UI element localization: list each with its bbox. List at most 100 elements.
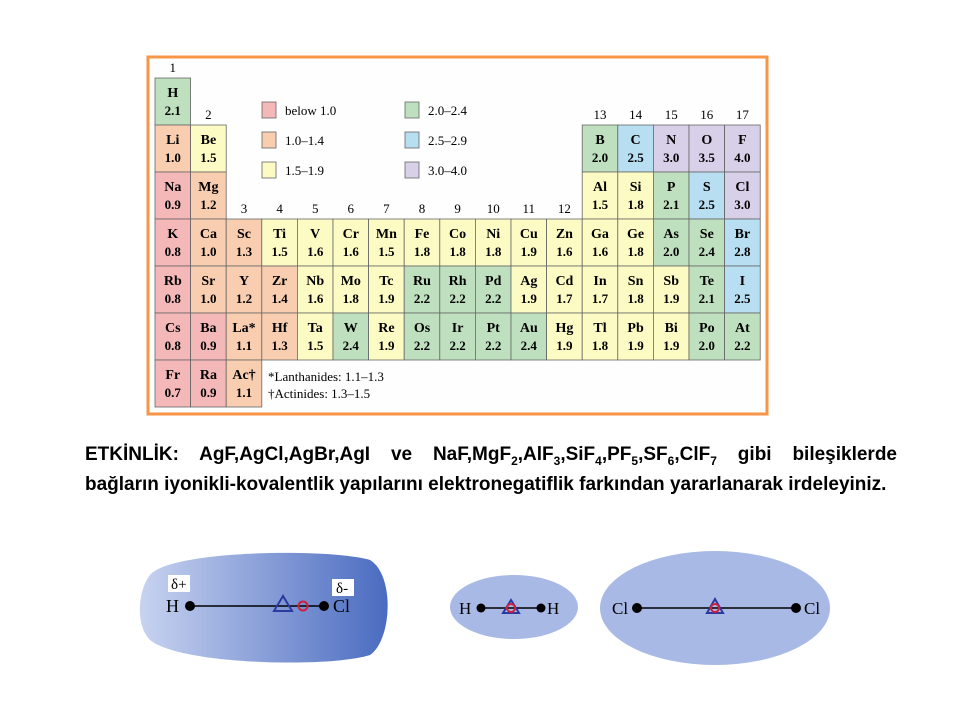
- element-symbol: Hf: [272, 321, 288, 336]
- element-symbol: Pt: [487, 321, 501, 336]
- label-box: [332, 579, 354, 596]
- group-label: 9: [454, 201, 461, 216]
- element-symbol: Sr: [201, 274, 215, 289]
- element-cell: [439, 218, 476, 267]
- element-symbol: Mo: [341, 274, 361, 289]
- element-value: 1.6: [307, 291, 324, 306]
- element-value: 1.8: [627, 244, 644, 259]
- legend-label: 1.5–1.9: [285, 163, 324, 178]
- element-value: 2.4: [699, 244, 716, 259]
- element-symbol: O: [701, 133, 712, 148]
- group-label: 6: [348, 201, 355, 216]
- element-value: 1.8: [343, 291, 360, 306]
- element-value: 2.2: [485, 291, 501, 306]
- element-cell: [688, 171, 725, 220]
- element-symbol: H: [167, 86, 178, 101]
- element-symbol: La*: [232, 321, 255, 336]
- atom-label: H: [459, 599, 471, 618]
- subscript: 3: [553, 453, 561, 468]
- diagram-h2: H H: [450, 575, 578, 639]
- element-cell: [724, 312, 761, 361]
- element-cell: [225, 359, 263, 408]
- element-value: 1.8: [449, 244, 466, 259]
- element-symbol: N: [666, 133, 676, 148]
- group-label: 17: [736, 107, 750, 122]
- legend-swatch: [261, 131, 277, 149]
- element-symbol: Nb: [306, 274, 324, 289]
- group-label: 11: [523, 201, 536, 216]
- nucleus: [632, 603, 642, 613]
- element-value: 0.8: [165, 338, 182, 353]
- element-symbol: Po: [699, 321, 715, 336]
- element-value: 0.7: [165, 385, 182, 400]
- element-cell: [190, 359, 227, 408]
- element-value: 2.4: [521, 338, 538, 353]
- element-cell: [190, 312, 227, 361]
- subscript: 5: [631, 453, 639, 468]
- element-value: 2.2: [414, 291, 430, 306]
- element-cell: [688, 265, 725, 314]
- element-cell: [474, 218, 512, 267]
- element-value: 1.8: [592, 338, 609, 353]
- element-cell: [154, 265, 191, 314]
- element-symbol: Br: [735, 227, 751, 242]
- element-value: 2.1: [663, 197, 679, 212]
- legend-label: 2.0–2.4: [428, 103, 468, 118]
- element-cell: [368, 218, 405, 267]
- element-cell: [617, 124, 654, 173]
- text: ,SF: [638, 444, 668, 465]
- element-symbol: Pd: [485, 274, 502, 289]
- element-value: 3.0: [734, 197, 750, 212]
- element-symbol: Y: [239, 274, 249, 289]
- element-value: 1.3: [236, 244, 253, 259]
- element-symbol: As: [663, 227, 679, 242]
- element-value: 0.9: [200, 385, 217, 400]
- legend-swatch: [404, 101, 420, 119]
- element-value: 1.0: [200, 291, 216, 306]
- element-value: 1.9: [556, 338, 573, 353]
- element-value: 1.9: [663, 338, 680, 353]
- element-value: 2.2: [734, 338, 750, 353]
- element-value: 1.7: [556, 291, 573, 306]
- element-value: 1.5: [271, 244, 288, 259]
- element-cell: [724, 124, 761, 173]
- element-value: 2.5: [627, 150, 644, 165]
- text: ,PF: [601, 444, 632, 465]
- subscript: 4: [595, 453, 602, 468]
- element-cell: [154, 171, 191, 220]
- element-cell: [724, 218, 761, 267]
- element-symbol: I: [740, 274, 745, 289]
- group-label: 16: [700, 107, 714, 122]
- element-cell: [653, 171, 690, 220]
- element-cell: [581, 124, 619, 173]
- group-label: 15: [665, 107, 678, 122]
- element-value: 2.2: [485, 338, 501, 353]
- element-value: 1.9: [521, 244, 538, 259]
- element-cell: [581, 312, 619, 361]
- diagram-hcl: δ+ H Cl δ-: [139, 552, 388, 663]
- element-cell: [261, 312, 298, 361]
- nucleus: [791, 603, 801, 613]
- element-value: 1.8: [414, 244, 431, 259]
- element-value: 4.0: [734, 150, 750, 165]
- group-label: 7: [383, 201, 390, 216]
- element-value: 3.5: [699, 150, 716, 165]
- group-label: 8: [419, 201, 426, 216]
- element-value: 2.2: [449, 291, 465, 306]
- legend-label: below 1.0: [285, 103, 336, 118]
- element-symbol: Cu: [520, 227, 538, 242]
- element-symbol: Li: [166, 133, 179, 148]
- legend-swatch: [261, 161, 277, 179]
- element-symbol: S: [703, 180, 711, 195]
- footnote: †Actinides: 1.3–1.5: [268, 386, 370, 401]
- element-symbol: W: [344, 321, 358, 336]
- group-label: 4: [276, 201, 283, 216]
- element-symbol: Tc: [379, 274, 393, 289]
- element-symbol: Fr: [165, 368, 180, 383]
- element-value: 2.2: [414, 338, 430, 353]
- legend-swatch: [261, 101, 277, 119]
- legend-swatch: [404, 131, 420, 149]
- element-value: 1.8: [485, 244, 502, 259]
- element-cell: [510, 312, 547, 361]
- element-symbol: Mg: [198, 180, 218, 195]
